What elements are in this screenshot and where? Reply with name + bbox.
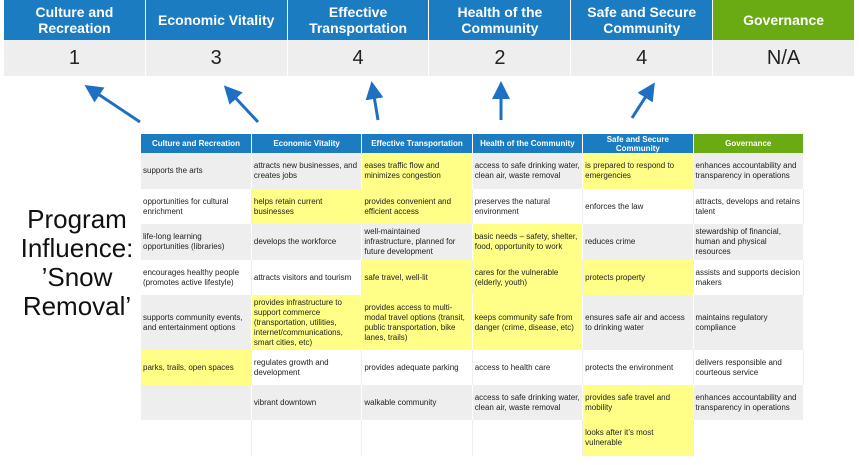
table-cell: walkable community <box>361 385 473 420</box>
arrow-icon <box>84 85 141 124</box>
table-cell: supports the arts <box>141 153 252 189</box>
program-influence-label: Program Influence: ’Snow Removal’ <box>20 204 134 321</box>
arrow-icon <box>630 82 655 119</box>
table-cell: supports community events, and entertain… <box>141 295 252 350</box>
table-cell <box>693 420 804 456</box>
summary-header: Governance <box>713 0 855 40</box>
table-cell: attracts visitors and tourism <box>251 260 363 295</box>
summary-header: Effective Transportation <box>287 0 430 40</box>
table-cell: regulates growth and development <box>251 350 363 385</box>
summary-score: 3 <box>145 40 288 76</box>
table-cell: stewardship of financial, human and phys… <box>693 224 805 260</box>
table-cell: eases traffic flow and minimizes congest… <box>361 153 473 189</box>
summary-grid: Culture and Recreation Economic Vitality E… <box>4 0 855 76</box>
table-cell: vibrant downtown <box>251 385 363 420</box>
summary-header: Economic Vitality <box>145 0 288 40</box>
summary-header: Safe and Secure Community <box>571 0 714 40</box>
table-cell: provides access to multi-modal travel op… <box>361 295 473 350</box>
table-cell: maintains regulatory compliance <box>693 295 805 350</box>
table-cell: life-long learning opportunities (librar… <box>141 224 252 260</box>
table-cell: assists and supports decision makers <box>693 260 805 295</box>
table-cell <box>141 420 252 456</box>
influence-table: Culture and Recreation Economic Vitality E… <box>141 134 805 456</box>
table-cell: helps retain current businesses <box>251 189 363 224</box>
summary-header: Culture and Recreation <box>4 0 146 40</box>
column-header: Effective Transportation <box>361 134 473 153</box>
table-cell: delivers responsible and courteous servi… <box>693 350 805 385</box>
table-cell <box>472 420 584 456</box>
table-cell <box>361 420 473 456</box>
table-row: supports the arts attracts new businesses… <box>141 153 805 189</box>
summary-header: Health of the Community <box>429 0 572 40</box>
table-cell: looks after it’s most vulnerable <box>582 420 694 456</box>
table-row: encourages healthy people (promotes acti… <box>141 260 805 295</box>
table-cell: enhances accountability and transparency… <box>693 385 805 420</box>
table-cell: encourages healthy people (promotes acti… <box>141 260 252 295</box>
table-cell: preserves the natural environment <box>472 189 584 224</box>
column-header: Economic Vitality <box>251 134 363 153</box>
table-cell: attracts, develops and retains talent <box>693 189 805 224</box>
table-cell: cares for the vulnerable (elderly, youth… <box>472 260 584 295</box>
table-cell: attracts new businesses, and creates job… <box>251 153 363 189</box>
table-cell: opportunities for cultural enrichment <box>141 189 252 224</box>
table-cell: enforces the law <box>582 189 694 224</box>
table-cell: basic needs – safety, shelter, food, opp… <box>472 224 584 260</box>
table-cell: enhances accountability and transparency… <box>693 153 805 189</box>
table-row: opportunities for cultural enrichment hel… <box>141 189 805 224</box>
table-cell: access to safe drinking water, clean air… <box>472 153 584 189</box>
column-header: Governance <box>693 134 805 153</box>
table-cell: access to health care <box>472 350 584 385</box>
table-cell: develops the workforce <box>251 224 363 260</box>
table-cell: protects the environment <box>582 350 694 385</box>
column-header: Culture and Recreation <box>141 134 252 153</box>
table-cell: provides safe travel and mobility <box>582 385 694 420</box>
table-cell: provides infrastructure to support comme… <box>251 295 363 350</box>
arrow-icon <box>365 81 384 121</box>
table-row: supports community events, and entertain… <box>141 295 805 350</box>
table-cell: reduces crime <box>582 224 694 260</box>
column-header: Health of the Community <box>472 134 584 153</box>
summary-score: 4 <box>287 40 430 76</box>
table-cell: keeps community safe from danger (crime,… <box>472 295 584 350</box>
summary-score: 2 <box>429 40 572 76</box>
table-cell <box>141 385 252 420</box>
table-cell: provides adequate parking <box>361 350 473 385</box>
table-row: vibrant downtown walkable community access… <box>141 385 805 420</box>
table-cell: protects property <box>582 260 694 295</box>
table-cell: access to safe drinking water, clean air… <box>472 385 584 420</box>
table-cell <box>251 420 363 456</box>
summary-score: 1 <box>4 40 146 76</box>
column-header: Safe and Secure Community <box>582 134 694 153</box>
arrow-icon <box>223 85 260 124</box>
table-cell: safe travel, well-lit <box>361 260 473 295</box>
summary-score: N/A <box>713 40 855 76</box>
table-row: life-long learning opportunities (librar… <box>141 224 805 260</box>
table-cell: parks, trails, open spaces <box>141 350 252 385</box>
summary-score: 4 <box>571 40 714 76</box>
table-cell: is prepared to respond to emergencies <box>582 153 694 189</box>
table-cell: provides convenient and efficient access <box>361 189 473 224</box>
table-cell: well-maintained infrastructure, planned … <box>361 224 473 260</box>
table-row: looks after it’s most vulnerable <box>141 420 804 456</box>
table-cell: ensures safe air and access to drinking … <box>582 295 694 350</box>
table-row: parks, trails, open spaces regulates grow… <box>141 350 805 385</box>
